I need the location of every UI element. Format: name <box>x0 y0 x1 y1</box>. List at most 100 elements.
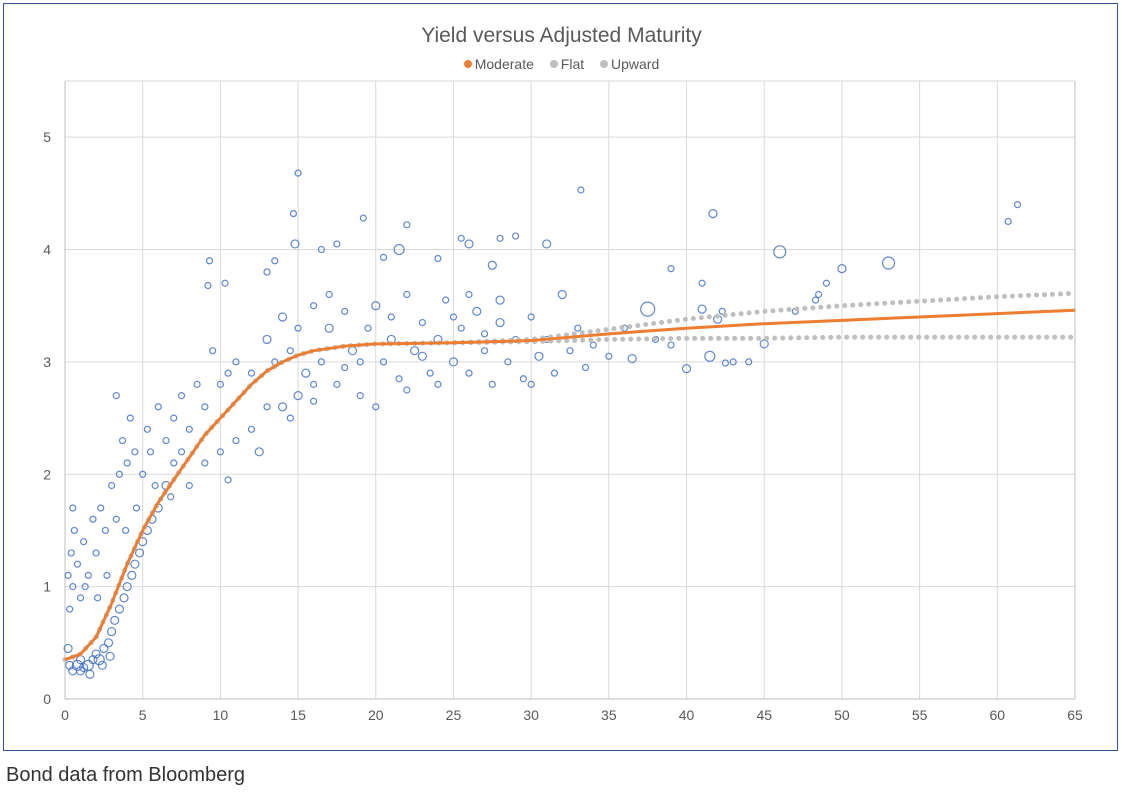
bond-point <box>73 560 82 568</box>
bond-point <box>123 459 131 467</box>
bond-point <box>745 358 753 366</box>
bond-point <box>487 260 497 270</box>
legend-label-upward: Upward <box>611 56 660 72</box>
bond-point <box>333 380 341 388</box>
bond-point <box>574 324 582 332</box>
bond-point <box>434 380 442 388</box>
bond-point <box>294 169 302 177</box>
bond-point <box>143 425 151 433</box>
bond-point <box>301 368 311 378</box>
bond-point <box>815 290 823 299</box>
bond-point <box>193 380 201 388</box>
bond-point <box>704 350 716 362</box>
bond-point <box>115 470 123 478</box>
bond-point <box>82 659 94 671</box>
bond-point <box>472 306 482 316</box>
legend-marker-moderate <box>463 60 472 68</box>
bond-point <box>277 312 288 322</box>
bond-point <box>289 209 298 218</box>
bond-point <box>550 369 559 377</box>
bond-point <box>325 290 333 299</box>
bond-point <box>201 459 209 467</box>
legend: Moderate Flat Upward <box>0 56 1123 72</box>
bond-point <box>605 352 613 360</box>
x-tick-label: 15 <box>290 707 306 723</box>
bond-point <box>112 392 120 400</box>
bond-point <box>69 583 77 591</box>
bond-point <box>286 414 294 422</box>
bond-point <box>103 638 114 648</box>
series-moderate-line <box>64 308 1076 662</box>
bond-point <box>70 526 78 535</box>
x-tick-label: 25 <box>446 707 462 723</box>
y-tick-label: 2 <box>43 466 51 482</box>
bond-point <box>403 221 411 229</box>
bond-point <box>81 583 89 591</box>
bond-point <box>76 594 85 602</box>
bond-point <box>67 549 75 557</box>
bond-point <box>356 358 364 366</box>
bond-point <box>372 403 380 411</box>
bond-point <box>205 257 214 265</box>
bond-point <box>418 318 426 327</box>
bond-point <box>94 594 102 602</box>
bond-point <box>718 307 726 315</box>
bond-point <box>247 425 256 433</box>
bond-point <box>88 655 98 665</box>
bond-point <box>80 538 88 546</box>
bond-point <box>290 239 300 249</box>
bond-point <box>417 351 427 361</box>
bond-point <box>99 643 109 654</box>
x-tick-label: 55 <box>912 707 928 723</box>
legend-label-flat: Flat <box>560 56 585 72</box>
bond-point <box>627 353 637 364</box>
bond-point <box>131 448 139 456</box>
bond-point <box>480 347 489 355</box>
y-tick-label: 0 <box>43 691 51 707</box>
bond-point <box>697 304 707 314</box>
bond-point <box>310 302 318 310</box>
x-tick-label: 30 <box>523 707 539 723</box>
bond-point <box>527 313 535 321</box>
bond-point <box>286 347 294 355</box>
bond-point <box>112 515 120 523</box>
bond-point <box>310 397 318 405</box>
y-tick-label: 1 <box>43 579 51 595</box>
bond-point <box>519 375 527 383</box>
bond-point <box>403 290 411 299</box>
series-flat-line <box>62 334 1078 663</box>
bond-point <box>89 515 97 523</box>
bond-point <box>232 436 240 445</box>
x-tick-label: 60 <box>990 707 1006 723</box>
bond-point <box>729 358 737 366</box>
bond-point <box>92 549 100 557</box>
bond-point <box>577 186 585 194</box>
bond-point <box>262 334 272 345</box>
x-tick-label: 40 <box>679 707 695 723</box>
bond-point <box>294 324 302 332</box>
y-tick-label: 4 <box>43 242 51 258</box>
bond-point <box>341 307 349 315</box>
chart-title: Yield versus Adjusted Maturity <box>421 24 702 47</box>
bond-point <box>254 447 264 457</box>
bond-point <box>811 296 820 304</box>
bond-point <box>387 313 395 321</box>
bond-point <box>204 281 212 290</box>
bond-point <box>317 358 325 366</box>
bond-point <box>139 470 147 478</box>
x-tick-label: 0 <box>61 707 69 723</box>
bond-point <box>457 234 465 242</box>
bond-point <box>359 214 367 222</box>
bond-point <box>185 425 193 433</box>
legend-item-flat: Flat <box>549 56 585 72</box>
bond-point <box>640 301 656 317</box>
bond-point <box>317 245 325 254</box>
bond-point <box>110 615 120 625</box>
x-tick-label: 35 <box>601 707 617 723</box>
bond-point <box>277 402 288 412</box>
bond-point <box>167 493 175 501</box>
series-upward-line <box>62 290 1078 663</box>
bond-point <box>379 253 388 262</box>
bond-point <box>101 526 110 535</box>
